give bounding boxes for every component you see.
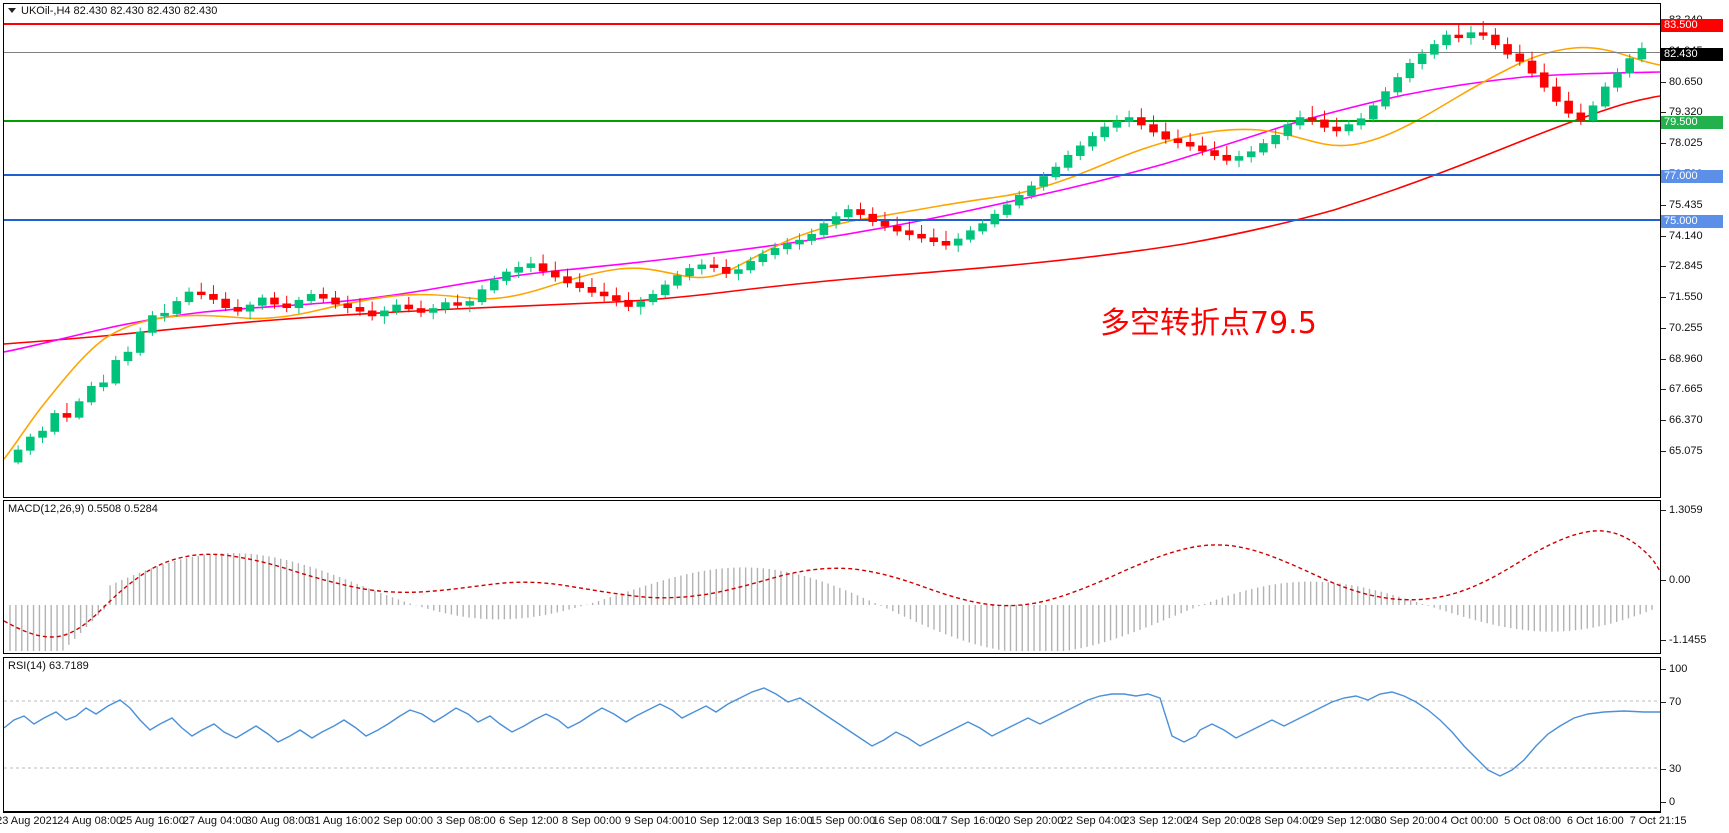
time-tick: 3 Sep 08:00 [436,815,496,827]
time-tick: 16 Sep 08:00 [872,815,938,827]
level-line-79500 [4,120,1660,122]
time-tick: 6 Oct 16:00 [1566,815,1624,827]
price-tick: 71.550 [1661,292,1729,303]
macd-tick: 1.3059 [1661,505,1729,516]
chart-annotation-text: 多空转折点79.5 [1100,306,1317,341]
price-chart-panel[interactable] [3,3,1661,498]
time-tick: 6 Sep 12:00 [499,815,559,827]
price-tick: 74.140 [1661,230,1729,242]
price-tick: 68.960 [1661,353,1729,365]
rsi-tick: 70 [1661,697,1729,708]
time-tick: 9 Sep 04:00 [624,815,684,827]
rsi-plot-area[interactable] [4,658,1660,811]
price-axis[interactable]: 83.24081.94580.65079.32078.02576.73075.4… [1661,3,1729,498]
time-tick: 15 Sep 00:00 [809,815,876,827]
macd-tick: 0.00 [1661,575,1729,586]
ma-short-path [4,46,1660,460]
time-tick: 20 Sep 20:00 [997,815,1064,827]
time-tick: 30 Aug 08:00 [245,815,311,827]
time-tick: 5 Oct 08:00 [1504,815,1561,827]
time-tick: 24 Sep 20:00 [1186,815,1252,827]
time-tick: 13 Sep 16:00 [747,815,813,827]
time-tick: 28 Sep 04:00 [1248,815,1315,827]
time-axis-separator [3,812,1661,813]
level-line-75000 [4,219,1660,221]
ma-long-path [4,95,1660,345]
time-tick: 22 Sep 04:00 [1060,815,1127,827]
time-tick: 30 Sep 20:00 [1374,815,1440,827]
macd-axis[interactable]: 1.3059 0.00 -1.1455 [1661,500,1729,654]
chart-symbol-header: UKOil-,H4 82.430 82.430 82.430 82.430 [8,5,217,17]
macd-svg [4,530,1660,651]
time-tick: 24 Aug 08:00 [57,815,123,827]
rsi-line [4,687,1660,777]
price-tick: 78.025 [1661,138,1729,149]
price-tick: 70.255 [1661,322,1729,334]
price-badge-support-77000[interactable]: 77.000 [1661,170,1723,183]
price-badge-current-price[interactable]: 82.430 [1661,48,1723,61]
time-tick: 2 Sep 00:00 [373,815,434,827]
price-tick: 80.650 [1661,76,1729,88]
price-badge-resistance-83500[interactable]: 83.500 [1661,19,1723,32]
macd-main-line [4,530,1660,638]
rsi-label: RSI(14) 63.7189 [8,660,89,672]
price-svg [4,46,1660,460]
price-tick: 66.370 [1661,415,1729,426]
time-tick: 23 Aug 2021 [0,815,58,827]
price-tick: 65.075 [1661,446,1729,457]
rsi-svg [4,687,1660,777]
level-line-83500 [4,23,1660,25]
macd-panel[interactable] [3,500,1661,654]
price-tick: 67.665 [1661,384,1729,395]
rsi-tick: 100 [1661,664,1729,675]
macd-label: MACD(12,26,9) 0.5508 0.5284 [8,503,158,515]
time-tick: 29 Sep 12:00 [1311,815,1378,827]
time-tick: 8 Sep 00:00 [561,815,622,827]
time-tick: 7 Oct 21:15 [1629,815,1687,827]
level-line-82430 [4,52,1660,53]
level-line-77000 [4,174,1660,176]
time-tick: 25 Aug 16:00 [120,815,185,827]
time-axis[interactable]: 23 Aug 2021 24 Aug 08:00 25 Aug 16:00 27 Au… [0,814,1729,833]
chart-symbol-label: UKOil-,H4 82.430 82.430 82.430 82.430 [21,5,218,17]
time-tick: 23 Sep 12:00 [1123,815,1189,827]
price-tick: 72.845 [1661,261,1729,272]
price-plot-area[interactable] [4,4,1660,497]
time-tick: 27 Aug 04:00 [182,815,248,827]
time-tick: 10 Sep 12:00 [684,815,750,827]
time-tick: 31 Aug 16:00 [308,815,374,827]
price-badge-pivot-79500[interactable]: 79.500 [1661,116,1723,129]
price-tick: 75.435 [1661,199,1729,211]
rsi-tick: 0 [1661,797,1729,808]
ma-mid-path [4,71,1660,353]
rsi-tick: 30 [1661,764,1729,775]
time-tick: 17 Sep 16:00 [935,815,1001,827]
collapse-caret-icon[interactable] [8,7,16,13]
rsi-axis[interactable]: 100 70 30 0 [1661,657,1729,812]
time-tick: 4 Oct 00:00 [1441,815,1499,827]
macd-plot-area[interactable] [4,501,1660,653]
price-badge-support-75000[interactable]: 75.000 [1661,215,1723,228]
rsi-panel[interactable] [3,657,1661,812]
price-tick: 79.320 [1661,107,1729,118]
macd-tick: -1.1455 [1661,635,1729,646]
